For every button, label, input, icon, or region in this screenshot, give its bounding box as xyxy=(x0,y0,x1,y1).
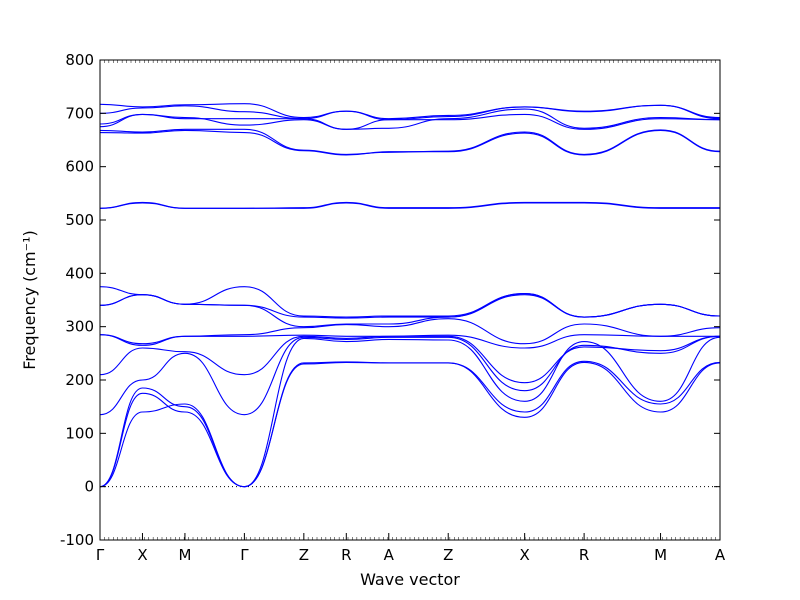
x-tick-label: M xyxy=(654,546,667,564)
band-line-16 xyxy=(99,108,721,130)
band-line-15 xyxy=(99,113,721,130)
band-line-7 xyxy=(99,318,721,345)
band-line-10 xyxy=(99,286,721,318)
y-tick-label: 200 xyxy=(65,371,94,389)
x-tick-label: X xyxy=(137,546,147,564)
y-tick-layer: -100 0 100 200 300 400 500 600 700 800 xyxy=(60,51,720,549)
y-tick-label: 500 xyxy=(65,211,94,229)
y-tick-label: -100 xyxy=(60,531,94,549)
y-tick-label: 300 xyxy=(65,318,94,336)
x-tick-label: R xyxy=(341,546,351,564)
x-tick-label: Z xyxy=(299,546,309,564)
band-line-4 xyxy=(99,335,721,416)
y-tick-label: 100 xyxy=(65,424,94,442)
x-tick-label: Γ xyxy=(240,546,249,564)
x-tick-label: Z xyxy=(443,546,453,564)
x-tick-label: A xyxy=(384,546,395,564)
band-line-18 xyxy=(99,103,721,120)
y-tick-label: 800 xyxy=(65,51,94,69)
band-line-2 xyxy=(99,360,721,488)
y-tick-label: 0 xyxy=(84,478,94,496)
x-axis-title: Wave vector xyxy=(360,570,460,589)
x-tick-label: Γ xyxy=(96,546,105,564)
x-tick-label: A xyxy=(715,546,726,564)
series-layer xyxy=(99,103,721,488)
x-tick-label: M xyxy=(178,546,191,564)
y-tick-label: 600 xyxy=(65,158,94,176)
x-tick-label: X xyxy=(520,546,530,564)
x-tick-label: R xyxy=(579,546,589,564)
y-axis-title: Frequency (cm⁻¹) xyxy=(20,230,39,369)
band-line-12 xyxy=(99,201,720,209)
band-line-3 xyxy=(99,336,721,488)
y-tick-label: 700 xyxy=(65,104,94,122)
band-line-14 xyxy=(99,128,721,155)
y-tick-label: 400 xyxy=(65,264,94,282)
